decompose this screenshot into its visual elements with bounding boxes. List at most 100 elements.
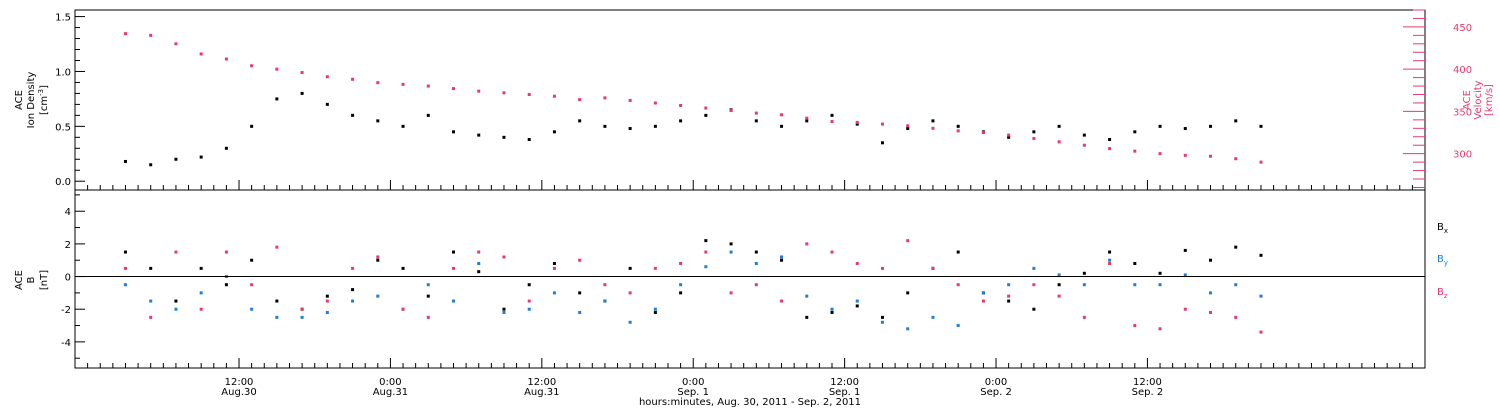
data-point <box>780 255 784 259</box>
data-point <box>1209 258 1213 262</box>
data-point <box>1183 248 1187 252</box>
data-point <box>805 315 809 319</box>
data-point <box>199 307 203 311</box>
data-point <box>224 146 228 150</box>
data-point <box>1108 147 1112 151</box>
data-point <box>199 291 203 295</box>
data-point <box>325 310 329 314</box>
data-point <box>855 261 859 265</box>
data-point <box>527 307 531 311</box>
data-point <box>351 288 355 292</box>
data-point <box>780 124 784 128</box>
data-point <box>679 283 683 287</box>
data-point <box>199 266 203 270</box>
x-tick-time: 0:00 <box>985 377 1007 388</box>
x-axis-tick-labels: 12:00Aug.300:00Aug.3112:00Aug.310:00Sep.… <box>221 377 1163 398</box>
data-point <box>275 97 279 101</box>
data-point <box>123 32 127 36</box>
density-tick-label: 0.5 <box>55 122 71 133</box>
data-point <box>1133 261 1137 265</box>
velocity-axis-label-line1: ACE <box>1462 90 1473 110</box>
data-point <box>704 239 708 243</box>
velocity-tick-label: 400 <box>1453 65 1472 76</box>
data-point <box>653 266 657 270</box>
data-point <box>325 294 329 298</box>
data-point <box>250 283 254 287</box>
field-axis-label-line2: B <box>26 276 37 283</box>
x-tick-date: Aug.30 <box>221 387 256 398</box>
data-point <box>149 266 153 270</box>
data-point <box>325 299 329 303</box>
data-point <box>149 163 153 167</box>
data-point <box>1234 119 1238 123</box>
x-tick-date: Aug.31 <box>524 387 559 398</box>
data-point <box>628 98 632 102</box>
data-point <box>1259 124 1263 128</box>
data-point <box>1032 266 1036 270</box>
data-point <box>956 250 960 254</box>
data-point <box>1209 310 1213 314</box>
data-point <box>931 119 935 123</box>
data-point <box>1183 273 1187 277</box>
legend-bx: Bx <box>1437 222 1448 235</box>
data-point <box>1007 133 1011 137</box>
data-point <box>679 291 683 295</box>
data-point <box>1259 330 1263 334</box>
series-b-y <box>123 250 1263 331</box>
data-point <box>174 42 178 46</box>
data-point <box>628 266 632 270</box>
data-point <box>754 261 758 265</box>
data-point <box>527 93 531 97</box>
data-point <box>552 261 556 265</box>
legend-subscript: y <box>1444 259 1448 267</box>
data-point <box>477 270 481 274</box>
x-tick-time: 12:00 <box>225 377 254 388</box>
data-point <box>149 299 153 303</box>
data-point <box>956 124 960 128</box>
series-b-x <box>123 239 1263 319</box>
data-point <box>527 138 531 142</box>
data-point <box>552 266 556 270</box>
density-tick-label: 1.0 <box>55 67 71 78</box>
data-point <box>653 101 657 105</box>
data-point <box>401 307 405 311</box>
data-point <box>426 294 430 298</box>
data-point <box>401 124 405 128</box>
density-axis-unit: [cm-3] <box>37 85 50 115</box>
data-point <box>729 250 733 254</box>
data-point <box>477 250 481 254</box>
data-point <box>653 124 657 128</box>
data-point <box>502 310 506 314</box>
data-point <box>679 119 683 123</box>
data-point <box>1007 135 1011 139</box>
data-point <box>805 242 809 246</box>
data-point <box>1234 157 1238 161</box>
data-point <box>149 315 153 319</box>
x-tick-time: 12:00 <box>1133 377 1162 388</box>
data-point <box>653 310 657 314</box>
data-point <box>477 133 481 137</box>
data-point <box>729 291 733 295</box>
data-point <box>351 77 355 81</box>
data-point <box>1082 143 1086 147</box>
data-point <box>906 127 910 131</box>
data-point <box>1259 253 1263 257</box>
data-point <box>830 250 834 254</box>
data-point <box>931 266 935 270</box>
data-point <box>1133 283 1137 287</box>
data-point <box>1082 271 1086 275</box>
density-axis-label-line1: ACE <box>14 90 25 110</box>
data-point <box>376 294 380 298</box>
velocity-tick-label: 450 <box>1453 23 1472 34</box>
data-point <box>1082 315 1086 319</box>
data-point <box>401 82 405 86</box>
data-point <box>956 129 960 133</box>
data-point <box>931 126 935 130</box>
data-point <box>477 89 481 93</box>
data-point <box>704 113 708 117</box>
density-tick-label: 0.0 <box>55 177 71 188</box>
data-point <box>578 98 582 102</box>
x-tick-date: Aug.31 <box>373 387 408 398</box>
legend-subscript: x <box>1444 227 1448 235</box>
